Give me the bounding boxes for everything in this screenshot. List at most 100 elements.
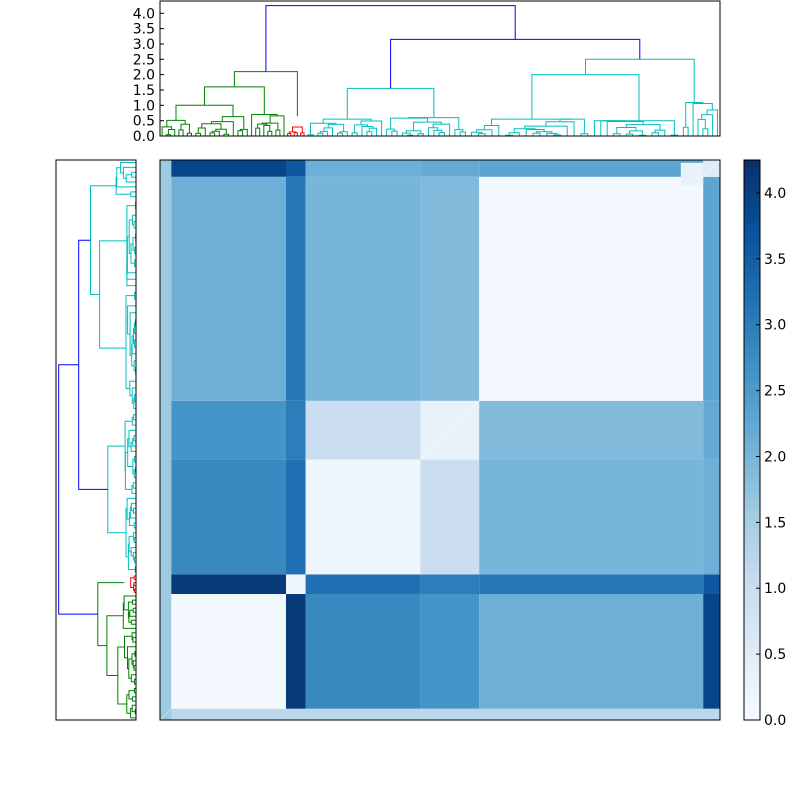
dendrogram-link (292, 126, 303, 133)
heatmap-block (171, 160, 286, 177)
heatmap-block (703, 400, 720, 460)
colorbar-frame (743, 159, 761, 721)
dendrogram-link (459, 131, 466, 136)
dendrogram-link (600, 120, 626, 136)
heatmap-block (420, 459, 480, 575)
dendrogram-link (233, 71, 298, 117)
heatmap-block (286, 176, 306, 401)
left-dendrogram (55, 159, 137, 721)
dendrogram-link (390, 38, 641, 89)
top-dendrogram-frame (159, 0, 721, 137)
heatmap-block (171, 400, 286, 460)
heatmap-block (171, 574, 286, 594)
heatmap-block (703, 574, 720, 594)
heatmap-block (479, 160, 704, 177)
dendrogram-link (263, 125, 271, 136)
dendrogram-link (629, 130, 643, 136)
colorbar-tick-label: 4.0 (764, 186, 786, 202)
dendrogram-link (130, 441, 136, 452)
dendrogram-link (115, 176, 131, 195)
dendrogram-link (197, 127, 206, 136)
top-dendrogram-y-tick-label: 2.0 (133, 68, 155, 84)
dendrogram-link (606, 121, 644, 136)
heatmap (159, 159, 721, 721)
heatmap-block (420, 160, 480, 177)
dendrogram-link (126, 267, 136, 287)
dendrogram-link (685, 102, 704, 128)
heatmap-block (171, 594, 286, 709)
heatmap-block (286, 400, 306, 460)
dendrogram-link (107, 445, 126, 534)
dendrogram-link (130, 674, 136, 683)
heatmap-block (479, 459, 704, 575)
top-dendrogram-y-tick-label: 4.0 (133, 6, 155, 22)
heatmap-block (305, 160, 421, 177)
heatmap-block (171, 176, 286, 401)
dendrogram-link (58, 364, 98, 615)
heatmap-block (286, 160, 306, 177)
heatmap-block (420, 400, 480, 460)
dendrogram-link (339, 131, 348, 136)
dendrogram-link (211, 130, 220, 136)
dendrogram-link (178, 129, 184, 136)
top-dendrogram-y-tick-label: 0.0 (133, 129, 155, 145)
colorbar-gradient (744, 160, 760, 720)
top-dendrogram-y-tick-label: 1.5 (133, 83, 155, 99)
heatmap-block (286, 594, 306, 709)
heatmap-block (479, 594, 704, 709)
colorbar: 0.0 0.5 1.0 1.5 2.0 2.5 3.0 3.5 4.0 (743, 159, 786, 729)
heatmap-block (703, 594, 720, 709)
dendrogram-link (175, 104, 234, 121)
dendrogram-link (131, 485, 136, 494)
dendrogram-link (126, 205, 136, 277)
dendrogram-link (275, 129, 281, 136)
dendrogram-link (267, 130, 273, 136)
heatmap-block (703, 160, 720, 177)
dendrogram-link (265, 5, 516, 72)
colorbar-axis: 0.0 0.5 1.0 1.5 2.0 2.5 3.0 3.5 4.0 (756, 186, 786, 729)
heatmap-block (420, 176, 480, 401)
dendrogram-link (257, 123, 268, 129)
dendrogram-link (428, 127, 439, 136)
heatmap-block (286, 459, 306, 575)
colorbar-tick-label: 2.0 (764, 450, 786, 466)
dendrogram-link (204, 86, 265, 115)
dendrogram-link (128, 690, 135, 700)
colorbar-tick-label: 3.0 (764, 318, 786, 334)
top-dendrogram-y-tick-label: 1.0 (133, 98, 155, 114)
heatmap-block (305, 574, 421, 594)
dendrogram-link (166, 119, 186, 127)
dendrogram-link (702, 128, 709, 136)
heatmap-cells (160, 160, 720, 720)
dendrogram-link (127, 438, 133, 467)
heatmap-block (420, 574, 480, 594)
colorbar-tick-label: 0.5 (764, 647, 786, 663)
top-dendrogram-y-axis: 0.00.51.01.52.02.53.03.54.0 (133, 6, 164, 145)
top-dendrogram-y-tick-label: 2.5 (133, 52, 155, 68)
heatmap-diagonal (159, 159, 721, 721)
left-dendrogram-frame (55, 159, 137, 721)
top-dendrogram: 0.00.51.01.52.02.53.03.54.0 (133, 0, 721, 145)
heatmap-block (680, 162, 704, 186)
heatmap-block (305, 400, 421, 460)
dendrogram-link (237, 130, 244, 136)
heatmap-block (479, 400, 704, 460)
dendrogram-link (124, 452, 132, 490)
colorbar-tick-label: 2.5 (764, 384, 786, 400)
dendrogram-link (413, 121, 442, 131)
dendrogram-link (131, 696, 136, 702)
heatmap-block (305, 594, 421, 709)
dendrogram-link (391, 130, 398, 136)
heatmap-block (703, 176, 720, 401)
dendrogram-link (78, 239, 108, 490)
dendrogram-link (585, 58, 695, 103)
dendrogram-link (682, 126, 689, 136)
dendrogram-link (697, 118, 706, 136)
colorbar-tick-label: 3.5 (764, 252, 786, 268)
dendrogram-link (438, 132, 445, 136)
dendrogram-link (90, 185, 117, 295)
dendrogram-link (603, 120, 675, 136)
dendrogram-link (531, 74, 640, 121)
colorbar-tick-label: 1.0 (764, 581, 786, 597)
heatmap-strip (160, 708, 720, 720)
